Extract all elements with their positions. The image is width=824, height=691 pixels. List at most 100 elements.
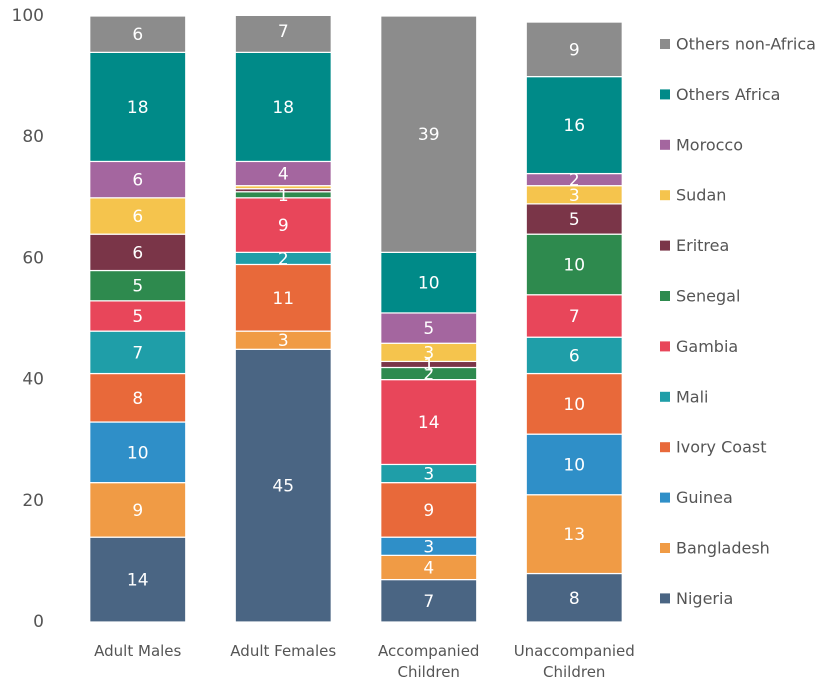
bar-segment bbox=[89, 51, 187, 163]
data-label: 3 bbox=[278, 331, 289, 351]
legend-swatch bbox=[660, 139, 670, 150]
x-tick-label: Accompanied Children bbox=[378, 642, 480, 681]
data-label: 7 bbox=[278, 22, 289, 42]
data-label: 6 bbox=[132, 171, 143, 191]
legend-swatch bbox=[660, 543, 670, 553]
data-label: 3 bbox=[423, 537, 434, 557]
data-label: 6 bbox=[569, 346, 580, 366]
data-label: 8 bbox=[569, 589, 580, 609]
data-label: 3 bbox=[423, 343, 434, 363]
x-tick-label: Adult Females bbox=[230, 642, 337, 660]
legend-label: Morocco bbox=[676, 135, 743, 154]
legend-label: Eritrea bbox=[676, 236, 729, 255]
legend-label: Guinea bbox=[676, 488, 733, 507]
data-label: 1 bbox=[423, 355, 434, 375]
legend-swatch bbox=[660, 291, 670, 301]
bar-segment bbox=[234, 348, 332, 622]
y-tick-label: 60 bbox=[22, 248, 44, 268]
bar-segment bbox=[234, 16, 332, 53]
data-label: 6 bbox=[132, 207, 143, 227]
data-label: 8 bbox=[132, 389, 143, 409]
legend-swatch bbox=[660, 391, 670, 402]
data-label: 10 bbox=[563, 255, 585, 275]
legend-swatch bbox=[660, 190, 670, 201]
data-label: 9 bbox=[423, 501, 434, 521]
bar-segment bbox=[89, 269, 187, 302]
legend-swatch bbox=[660, 593, 670, 604]
bar-segment bbox=[380, 554, 478, 581]
bar-segment bbox=[89, 536, 187, 622]
y-tick-label: 100 bbox=[12, 6, 44, 26]
data-label: 7 bbox=[132, 343, 143, 363]
legend-swatch bbox=[660, 39, 670, 49]
data-label: 14 bbox=[418, 413, 440, 433]
y-tick-label: 40 bbox=[22, 370, 44, 390]
bar-segment bbox=[89, 300, 187, 332]
legend-label: Mali bbox=[676, 387, 709, 406]
bar-segment bbox=[89, 197, 187, 235]
data-label: 5 bbox=[423, 319, 434, 339]
legend-label: Others non-Africa bbox=[676, 35, 816, 54]
y-tick-label: 20 bbox=[22, 491, 44, 511]
x-tick-label: Adult Males bbox=[94, 642, 182, 660]
legend-swatch bbox=[660, 89, 670, 100]
data-label: 7 bbox=[569, 307, 580, 327]
legend-swatch bbox=[660, 442, 670, 453]
data-label: 13 bbox=[563, 525, 585, 545]
bar-segment bbox=[89, 233, 187, 272]
bar-segment bbox=[525, 494, 623, 575]
bar-segment bbox=[525, 21, 623, 78]
data-label: 9 bbox=[569, 40, 580, 60]
y-tick-label: 0 bbox=[33, 612, 44, 632]
data-label: 16 bbox=[563, 116, 585, 136]
bar-segment bbox=[89, 16, 187, 53]
data-label: 9 bbox=[132, 501, 143, 521]
legend-label: Senegal bbox=[676, 287, 740, 306]
bar-segment bbox=[89, 160, 187, 199]
data-label: 10 bbox=[418, 274, 440, 294]
data-label: 6 bbox=[132, 243, 143, 263]
data-label: 10 bbox=[563, 455, 585, 475]
legend-swatch bbox=[660, 341, 670, 352]
data-label: 45 bbox=[272, 477, 294, 497]
data-label: 5 bbox=[569, 210, 580, 230]
bar-segment bbox=[89, 372, 187, 423]
legend-swatch bbox=[660, 240, 670, 251]
bars bbox=[89, 16, 623, 622]
data-label: 1 bbox=[278, 186, 289, 206]
data-label: 10 bbox=[127, 443, 149, 463]
legend-label: Ivory Coast bbox=[676, 438, 766, 457]
legend-label: Bangladesh bbox=[676, 539, 770, 558]
data-label: 5 bbox=[132, 277, 143, 297]
bar-segment bbox=[234, 263, 332, 332]
legend-label: Nigeria bbox=[676, 589, 733, 608]
data-label: 39 bbox=[418, 125, 440, 145]
legend-label: Others Africa bbox=[676, 85, 780, 104]
data-label: 4 bbox=[423, 558, 434, 578]
data-label: 2 bbox=[569, 171, 580, 191]
legend-label: Gambia bbox=[676, 337, 738, 356]
data-label: 3 bbox=[423, 465, 434, 485]
data-label: 14 bbox=[127, 571, 149, 591]
data-label: 7 bbox=[423, 592, 434, 612]
bar-segment bbox=[525, 336, 623, 375]
bar-segment bbox=[380, 379, 478, 466]
bar-segment bbox=[380, 16, 478, 253]
data-label: 6 bbox=[132, 25, 143, 45]
data-label: 3 bbox=[569, 186, 580, 206]
data-label: 10 bbox=[563, 395, 585, 415]
x-tick-label: Unaccompanied Children bbox=[513, 642, 635, 681]
bar-segment bbox=[380, 251, 478, 314]
data-label: 11 bbox=[272, 289, 294, 309]
data-label: 2 bbox=[278, 249, 289, 269]
bar-segment bbox=[89, 330, 187, 375]
data-label: 4 bbox=[278, 165, 289, 185]
data-label: 2 bbox=[423, 365, 434, 385]
data-label: 9 bbox=[278, 216, 289, 236]
legend-swatch bbox=[660, 492, 670, 503]
bar-segment bbox=[89, 482, 187, 538]
legend-label: Sudan bbox=[676, 186, 726, 205]
data-label: 18 bbox=[127, 98, 149, 118]
